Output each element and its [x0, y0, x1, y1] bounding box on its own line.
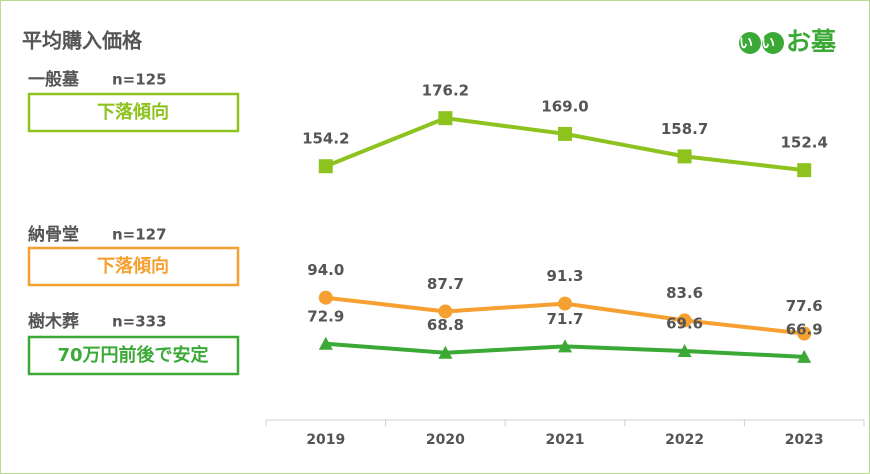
marker: [438, 345, 453, 359]
note-box: [27, 246, 240, 287]
note-text: 下落傾向: [97, 255, 169, 277]
logo: いい お墓: [739, 27, 837, 56]
sample-size: n=125: [112, 71, 167, 89]
x-tick-label: 2020: [426, 432, 465, 448]
marker: [318, 159, 333, 174]
note-box: [27, 335, 240, 376]
chart-title: 平均購入価格: [22, 29, 143, 53]
data-label: 91.3: [546, 267, 583, 285]
data-label: 66.9: [786, 320, 823, 338]
marker: [558, 296, 572, 311]
legend-label: 納骨堂: [28, 224, 79, 245]
sample-size: n=333: [112, 313, 167, 331]
note-text: 下落傾向: [97, 101, 169, 123]
data-label: 152.4: [780, 134, 827, 152]
note-box: [27, 92, 240, 133]
data-label: 176.2: [422, 82, 469, 100]
logo-mark: いい: [739, 36, 783, 52]
note-text: 70万円前後で安定: [57, 344, 208, 366]
data-label: 72.9: [307, 307, 344, 325]
data-label: 71.7: [546, 310, 583, 328]
marker: [677, 313, 692, 328]
marker: [677, 149, 692, 164]
x-tick-label: 2021: [546, 432, 585, 448]
marker: [438, 111, 453, 126]
data-label: 83.6: [666, 284, 703, 302]
data-label: 77.6: [786, 297, 823, 315]
marker: [318, 336, 333, 350]
marker: [438, 304, 453, 319]
legend-label: 樹木葬: [28, 311, 79, 332]
legend-label: 一般墓: [28, 69, 80, 90]
logo-circle: [762, 32, 784, 54]
marker: [558, 339, 572, 353]
data-label: 94.0: [307, 261, 344, 279]
logo-text: お墓: [786, 27, 837, 56]
marker: [797, 326, 812, 341]
marker: [318, 290, 333, 305]
data-label: 169.0: [541, 97, 588, 115]
marker: [797, 163, 812, 178]
data-label: 154.2: [302, 130, 349, 148]
data-label: 69.6: [666, 314, 703, 332]
data-label: 87.7: [427, 275, 464, 293]
data-label: 68.8: [427, 316, 464, 334]
sample-size: n=127: [112, 226, 167, 244]
x-tick-label: 2023: [785, 432, 824, 448]
data-label: 158.7: [661, 120, 708, 138]
marker: [558, 126, 572, 141]
x-tick-label: 2022: [665, 432, 704, 448]
marker: [677, 343, 692, 357]
marker: [797, 349, 812, 363]
x-tick-label: 2019: [306, 432, 345, 448]
logo-circle: [739, 32, 761, 54]
